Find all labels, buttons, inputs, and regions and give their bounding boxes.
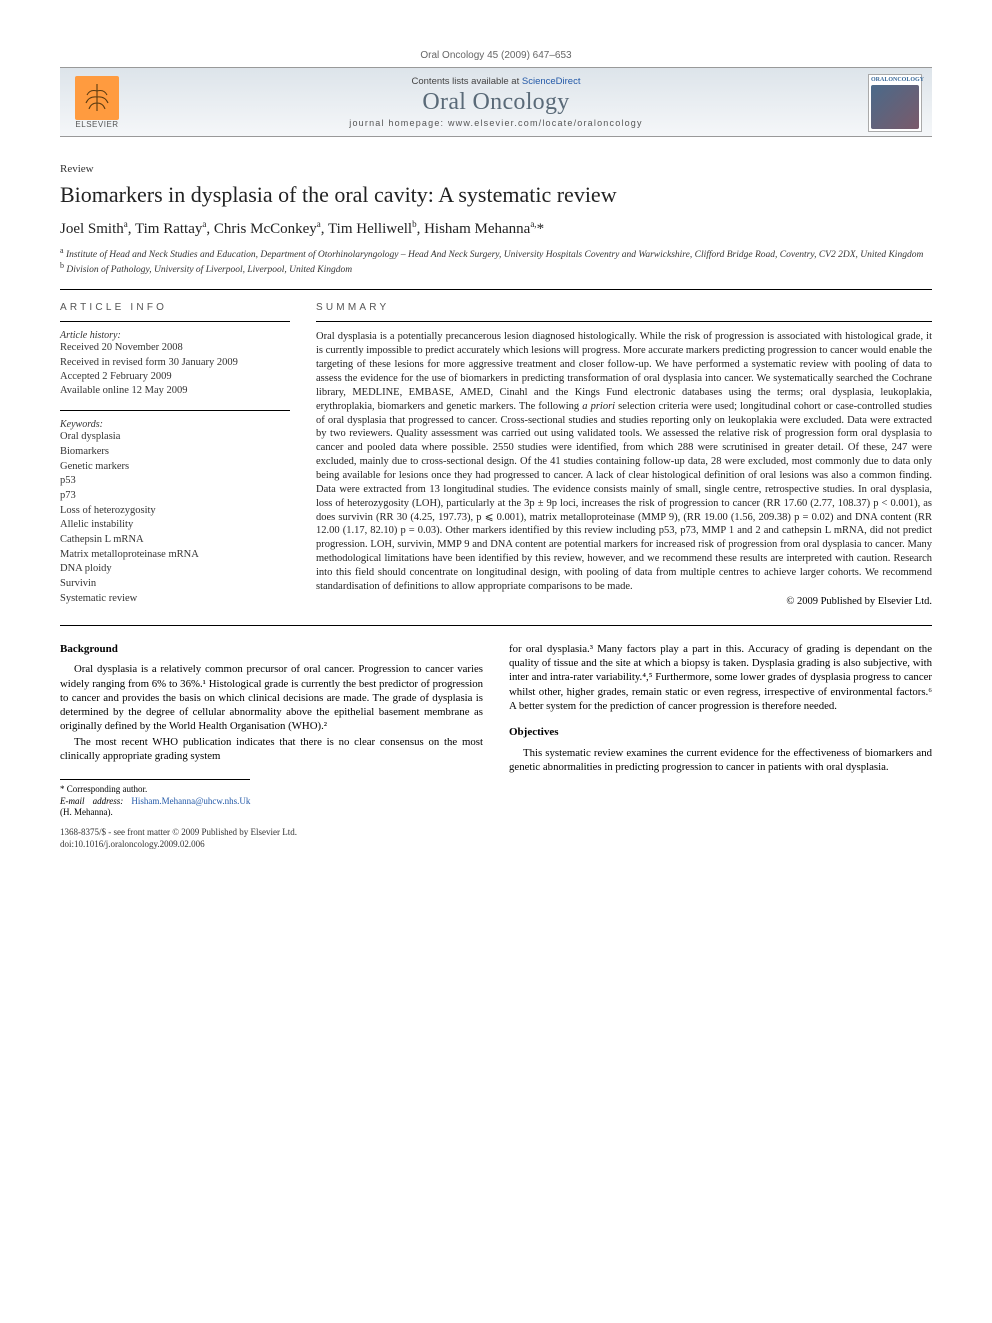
sciencedirect-link[interactable]: ScienceDirect <box>522 76 581 87</box>
summary-column: SUMMARY Oral dysplasia is a potentially … <box>316 302 932 606</box>
email-link[interactable]: Hisham.Mehanna@uhcw.nhs.Uk <box>131 796 250 806</box>
body-columns: Background Oral dysplasia is a relativel… <box>60 642 932 851</box>
article-info-column: ARTICLE INFO Article history: Received 2… <box>60 302 290 606</box>
objectives-p1: This systematic review examines the curr… <box>509 746 932 775</box>
email-label: E-mail address: <box>60 796 123 806</box>
divider <box>60 410 290 411</box>
contents-prefix: Contents lists available at <box>412 76 522 87</box>
background-heading: Background <box>60 642 483 657</box>
email-person: (H. Mehanna). <box>60 807 113 817</box>
journal-title: Oral Oncology <box>422 89 569 116</box>
elsevier-text: ELSEVIER <box>75 120 118 129</box>
corresponding-note: * Corresponding author. <box>60 784 250 796</box>
contents-available: Contents lists available at ScienceDirec… <box>412 76 581 87</box>
authors-list: Joel Smitha, Tim Rattaya, Chris McConkey… <box>60 219 932 238</box>
issn-line: 1368-8375/$ - see front matter © 2009 Pu… <box>60 827 483 839</box>
summary-text: Oral dysplasia is a potentially precance… <box>316 330 932 593</box>
elsevier-logo: ELSEVIER <box>70 74 124 130</box>
email-line: E-mail address: Hisham.Mehanna@uhcw.nhs.… <box>60 796 250 819</box>
cover-label: ORALONCOLOGY <box>871 77 919 83</box>
history-label: Article history: <box>60 330 290 341</box>
summary-heading: SUMMARY <box>316 302 932 313</box>
homepage-prefix: journal homepage: <box>349 118 448 128</box>
divider <box>316 321 932 322</box>
keywords-list: Oral dysplasiaBiomarkersGenetic markersp… <box>60 430 290 606</box>
cover-image-icon <box>871 85 919 129</box>
background-p2: The most recent WHO publication indicate… <box>60 735 483 764</box>
journal-homepage: journal homepage: www.elsevier.com/locat… <box>349 118 642 128</box>
keywords-label: Keywords: <box>60 419 290 430</box>
affiliation-a: a Institute of Head and Neck Studies and… <box>60 246 932 262</box>
divider <box>60 625 932 626</box>
affiliation-b: b Division of Pathology, University of L… <box>60 261 932 277</box>
journal-banner: ELSEVIER Contents lists available at Sci… <box>60 67 932 137</box>
doi-line: doi:10.1016/j.oraloncology.2009.02.006 <box>60 839 483 851</box>
journal-cover-thumbnail: ORALONCOLOGY <box>868 74 922 132</box>
citation-header: Oral Oncology 45 (2009) 647–653 <box>60 50 932 61</box>
history-list: Received 20 November 2008Received in rev… <box>60 341 290 398</box>
homepage-url: www.elsevier.com/locate/oraloncology <box>448 118 643 128</box>
article-type: Review <box>60 163 932 175</box>
copyright-line: © 2009 Published by Elsevier Ltd. <box>316 596 932 607</box>
article-info-heading: ARTICLE INFO <box>60 302 290 313</box>
divider <box>60 289 932 290</box>
affiliations: a Institute of Head and Neck Studies and… <box>60 246 932 278</box>
divider <box>60 321 290 322</box>
background-p1: Oral dysplasia is a relatively common pr… <box>60 662 483 733</box>
article-title: Biomarkers in dysplasia of the oral cavi… <box>60 181 932 209</box>
footnotes: * Corresponding author. E-mail address: … <box>60 779 250 819</box>
elsevier-tree-icon <box>75 76 119 120</box>
col2-continuation: for oral dysplasia.³ Many factors play a… <box>509 642 932 713</box>
objectives-heading: Objectives <box>509 725 932 740</box>
